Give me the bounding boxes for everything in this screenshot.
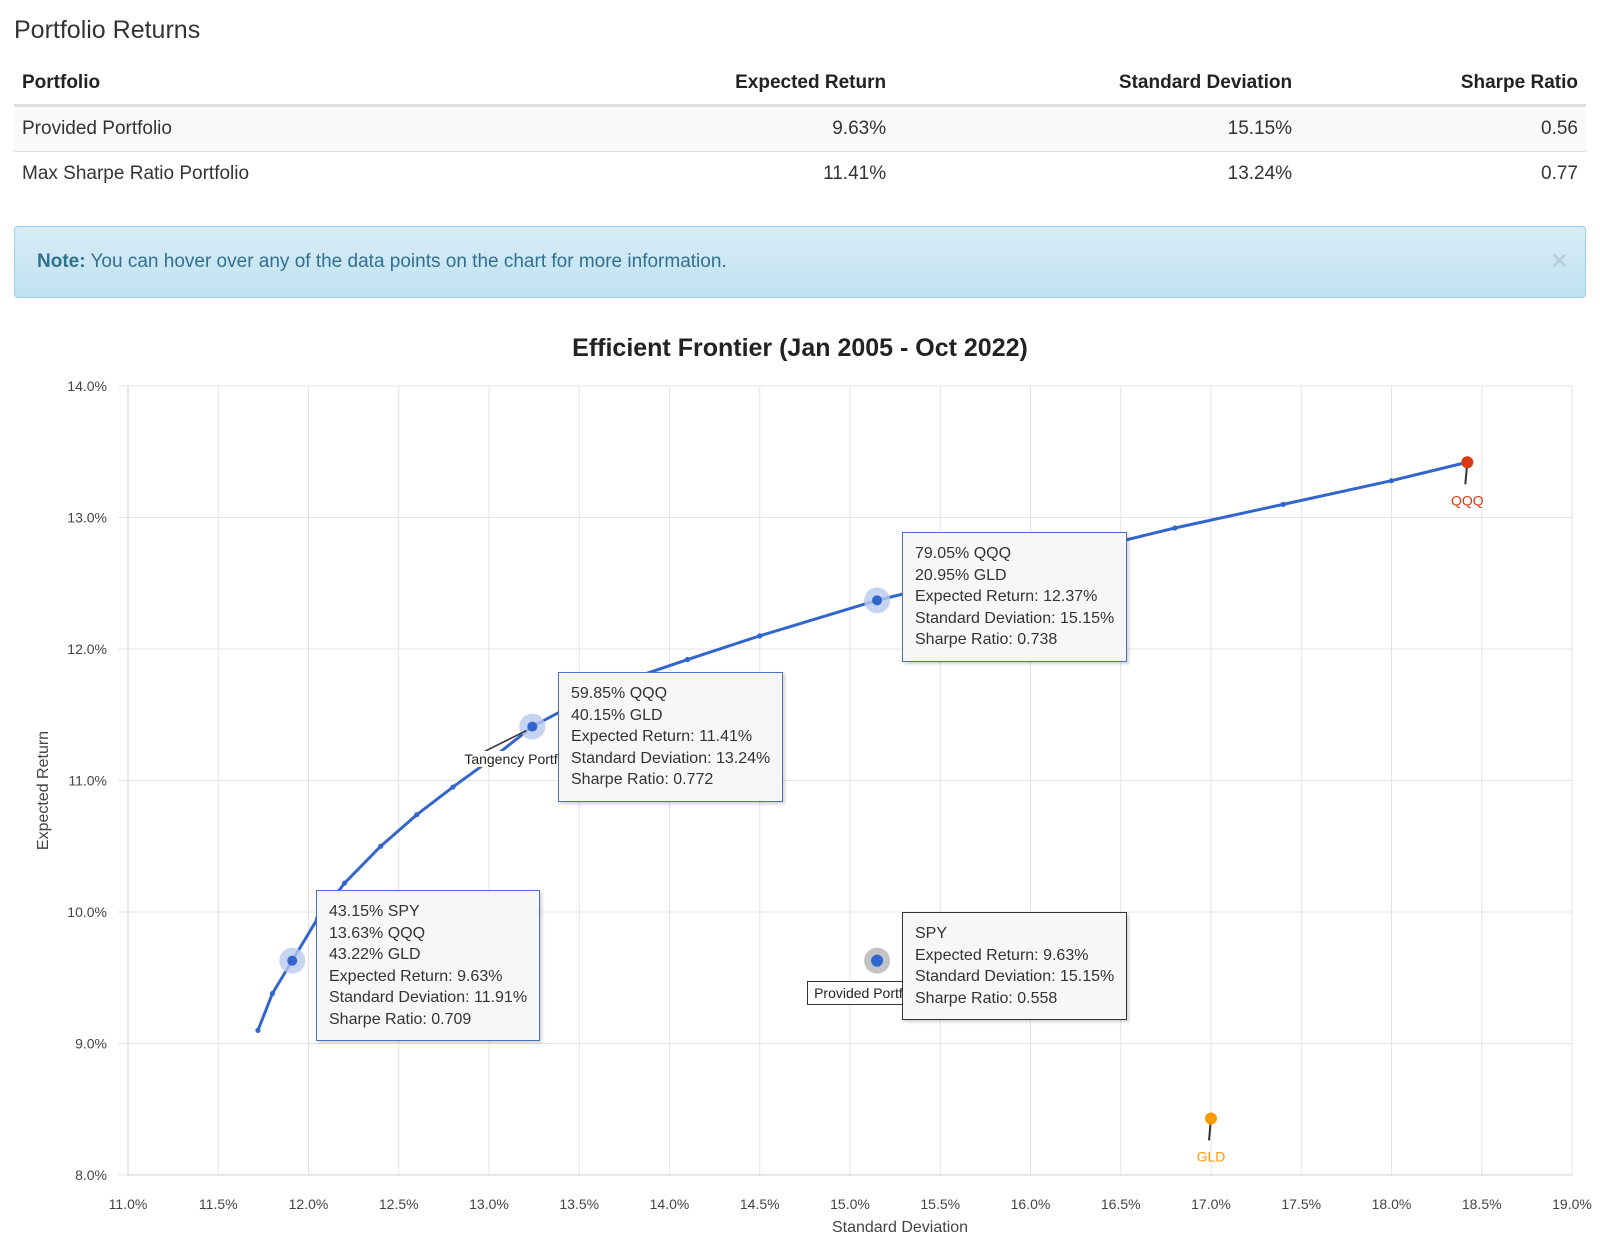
y-tick-label: 12.0%	[67, 641, 107, 657]
y-tick-label: 9.0%	[75, 1036, 107, 1052]
chart-title: Efficient Frontier (Jan 2005 - Oct 2022)	[572, 334, 1028, 362]
header-portfolio: Portfolio	[14, 64, 536, 107]
point-leader-line	[481, 729, 527, 754]
x-tick-label: 14.5%	[740, 1196, 780, 1212]
x-tick-label: 17.5%	[1281, 1196, 1321, 1212]
data-tooltip: 43.15% SPY 13.63% QQQ 43.22% GLD Expected R…	[316, 890, 541, 1041]
data-tooltip: 79.05% QQQ 20.95% GLD Expected Return: 12.…	[902, 532, 1128, 662]
frontier-point	[1388, 478, 1395, 484]
tooltip-line: Expected Return: 12.37%	[915, 588, 1098, 605]
x-tick-label: 12.5%	[379, 1196, 419, 1212]
tooltip-line: Expected Return: 11.41%	[571, 728, 753, 745]
x-tick-label: 18.5%	[1462, 1196, 1502, 1212]
data-tooltip: 59.85% QQQ 40.15% GLD Expected Return: 11.…	[558, 672, 784, 802]
tooltip-line: 40.15% GLD	[571, 706, 663, 724]
cell-standard-deviation: 15.15%	[894, 105, 1301, 152]
x-tick-label: 15.5%	[920, 1196, 960, 1212]
tooltip-line: Standard Deviation: 13.24%	[571, 749, 771, 767]
frontier-point	[684, 656, 691, 663]
x-tick-label: 13.0%	[469, 1196, 509, 1212]
tooltip-line: Sharpe Ratio: 0.772	[571, 771, 714, 788]
frontier-point	[450, 784, 456, 790]
section-title: Portfolio Returns	[14, 16, 201, 44]
frontier-point	[378, 843, 384, 849]
x-tick-label: 12.0%	[289, 1196, 329, 1212]
tooltip-line: Sharpe Ratio: 0.558	[915, 989, 1058, 1007]
note-label: Note:	[37, 251, 86, 272]
tooltip-line: SPY	[915, 925, 948, 942]
tooltip-line: 79.05% QQQ	[915, 545, 1012, 562]
highlighted-point	[287, 955, 298, 966]
x-tick-label: 11.0%	[109, 1196, 148, 1212]
x-tick-label: 19.0%	[1552, 1196, 1592, 1212]
x-tick-label: 18.0%	[1372, 1196, 1412, 1212]
close-icon[interactable]: ×	[1551, 245, 1567, 275]
y-tick-label: 8.0%	[75, 1167, 107, 1183]
header-sharpe-ratio: Sharpe Ratio	[1300, 64, 1586, 107]
asset-label-gld: GLD	[1197, 1148, 1226, 1164]
highlighted-point	[872, 595, 883, 606]
x-tick-label: 14.0%	[650, 1196, 690, 1212]
tooltip-line: 43.15% SPY	[329, 903, 420, 920]
asset-point-qqq	[1461, 456, 1474, 469]
y-tick-label: 11.0%	[68, 773, 107, 789]
table-header-row: Portfolio Expected Return Standard Devia…	[14, 64, 1586, 107]
cell-expected-return: 9.63%	[535, 105, 895, 152]
info-note: Note: You can hover over any of the data…	[14, 226, 1586, 298]
y-axis-title: Expected Return	[35, 731, 52, 850]
cell-expected-return: 11.41%	[823, 163, 887, 184]
x-tick-label: 15.0%	[830, 1196, 870, 1212]
table-row: Provided Portfolio 9.63% 15.15% 0.56	[14, 105, 1586, 152]
tooltip-line: Expected Return: 9.63%	[915, 946, 1089, 964]
asset-label-qqq: QQQ	[1451, 492, 1484, 508]
tooltip-line: 59.85% QQQ	[571, 685, 668, 702]
frontier-point	[414, 812, 420, 818]
tooltip-line: Expected Return: 9.63%	[329, 967, 503, 985]
table-row: Max Sharpe Ratio Portfolio 11.41% 13.24%…	[14, 152, 1586, 197]
cell-portfolio: Max Sharpe Ratio Portfolio	[22, 163, 250, 184]
tooltip-line: 13.63% QQQ	[329, 924, 426, 942]
frontier-point	[1172, 525, 1178, 531]
tooltip-line: Standard Deviation: 11.91%	[329, 989, 528, 1006]
tangency-label: Tangency Portfolio	[464, 750, 580, 767]
header-expected-return: Expected Return	[535, 64, 895, 107]
tooltip-line: 20.95% GLD	[915, 566, 1007, 584]
y-tick-label: 13.0%	[67, 510, 107, 526]
x-tick-label: 16.0%	[1011, 1196, 1051, 1212]
frontier-point	[269, 990, 275, 997]
provided-point	[871, 954, 884, 967]
cell-standard-deviation: 13.24%	[1227, 163, 1293, 184]
tooltip-line: Standard Deviation: 15.15%	[915, 968, 1115, 985]
y-tick-label: 14.0%	[67, 378, 107, 394]
y-tick-label: 10.0%	[67, 904, 107, 920]
highlighted-point	[527, 721, 538, 732]
header-standard-deviation: Standard Deviation	[894, 64, 1301, 107]
x-tick-label: 13.5%	[559, 1196, 599, 1212]
x-tick-label: 16.5%	[1101, 1196, 1141, 1212]
cell-sharpe-ratio: 0.77	[1541, 163, 1578, 184]
efficient-frontier-chart: Efficient Frontier (Jan 2005 - Oct 2022)…	[0, 320, 1600, 1244]
frontier-point	[1280, 501, 1286, 507]
x-tick-label: 11.5%	[199, 1196, 238, 1212]
x-axis-title: Standard Deviation	[832, 1219, 968, 1236]
frontier-point	[342, 880, 348, 886]
provided-tooltip: SPY Expected Return: 9.63% Standard Deviat…	[902, 912, 1128, 1020]
frontier-point	[255, 1027, 261, 1033]
asset-point-gld	[1205, 1112, 1217, 1125]
note-text: You can hover over any of the data point…	[85, 251, 727, 272]
cell-sharpe-ratio: 0.56	[1300, 105, 1586, 152]
cell-portfolio: Provided Portfolio	[14, 105, 536, 152]
tooltip-line: Standard Deviation: 15.15%	[915, 609, 1115, 627]
tooltip-line: Sharpe Ratio: 0.738	[915, 631, 1058, 648]
frontier-point	[757, 633, 763, 639]
tooltip-line: 43.22% GLD	[329, 946, 421, 963]
chart-svg: Efficient Frontier (Jan 2005 - Oct 2022)…	[35, 334, 1592, 1236]
tooltip-line: Sharpe Ratio: 0.709	[329, 1010, 472, 1028]
x-tick-label: 17.0%	[1191, 1196, 1231, 1212]
portfolio-returns-table: Portfolio Expected Return Standard Devia…	[14, 64, 1586, 196]
